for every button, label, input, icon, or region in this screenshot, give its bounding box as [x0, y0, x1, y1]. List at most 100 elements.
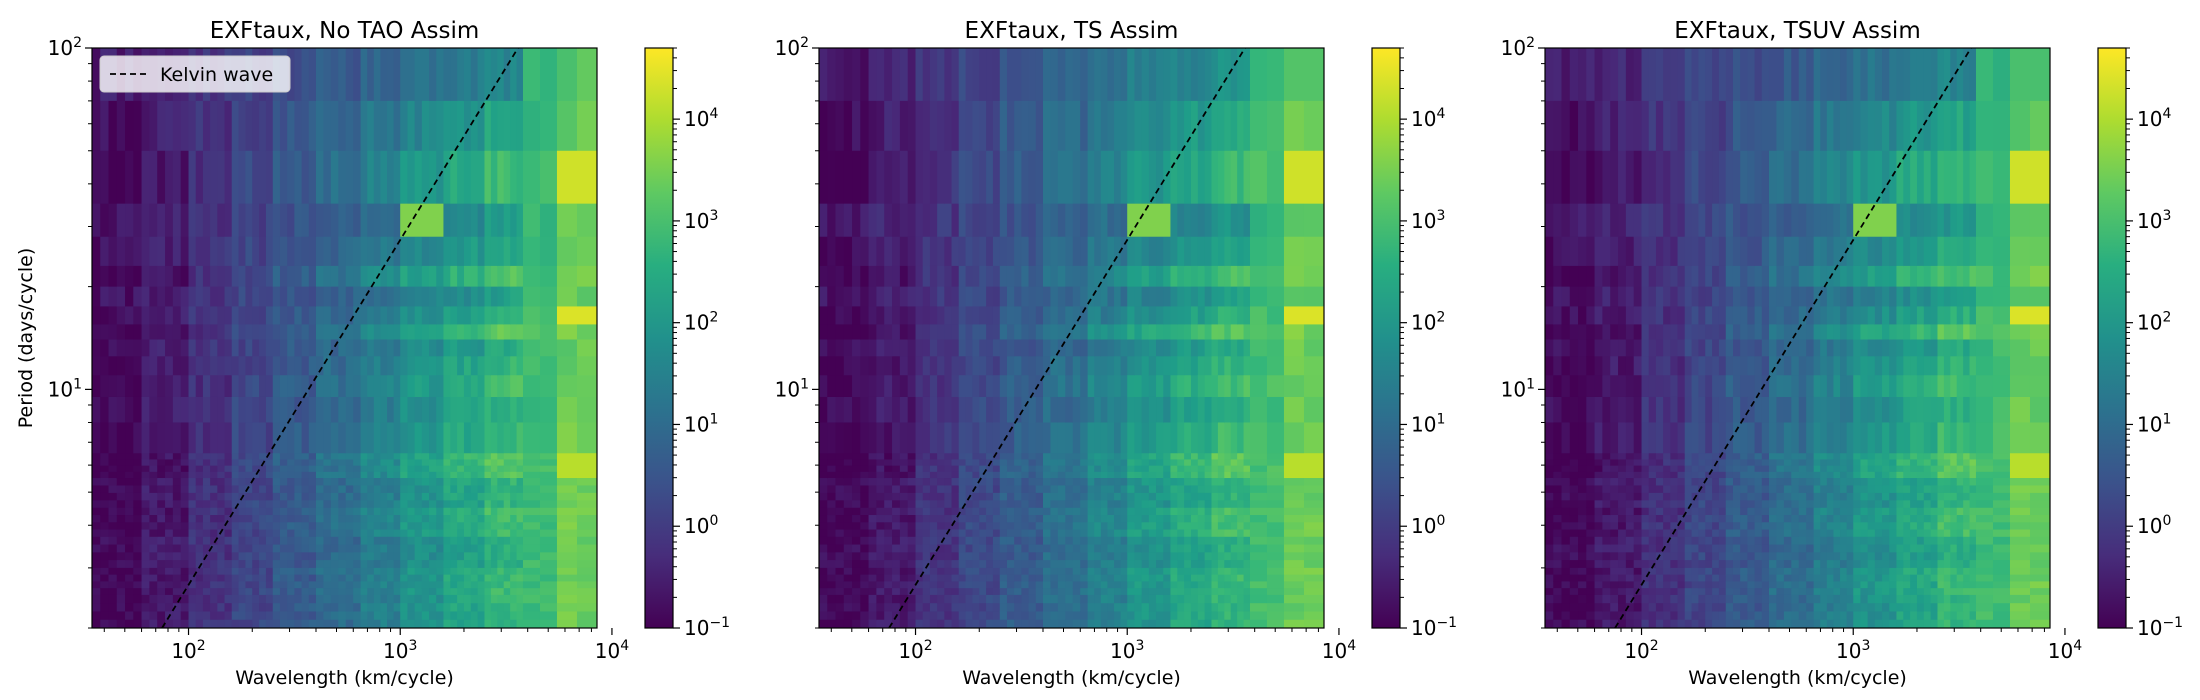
heatmap-cell	[539, 529, 558, 538]
heatmap-cell	[892, 552, 901, 561]
heatmap-cell	[421, 507, 430, 516]
heatmap-cell	[992, 522, 1001, 531]
heatmap-cell	[1057, 507, 1066, 516]
heatmap-cell	[819, 422, 828, 454]
heatmap-cell	[1028, 492, 1037, 501]
heatmap-cell	[188, 485, 197, 494]
heatmap-cell	[510, 339, 518, 357]
heatmap-cell	[1042, 339, 1052, 357]
heatmap-cell	[100, 492, 110, 501]
heatmap-cell	[367, 500, 375, 509]
heatmap-cell	[1028, 339, 1037, 357]
heatmap-cell	[315, 560, 325, 569]
heatmap-cell	[149, 356, 158, 376]
heatmap-cell	[1080, 471, 1089, 479]
heatmap-cell	[835, 422, 845, 454]
heatmap-cell	[279, 422, 288, 454]
heatmap-cell	[360, 203, 368, 238]
heatmap-cell	[1014, 500, 1022, 509]
heatmap-cell	[999, 236, 1008, 267]
heatmap-cell	[294, 507, 303, 516]
heatmap-cell	[1177, 48, 1185, 102]
heatmap-cell	[1006, 478, 1015, 487]
heatmap-cell	[1303, 594, 1324, 604]
heatmap-cell	[457, 203, 465, 238]
heatmap-cell	[315, 588, 325, 596]
heatmap-cell	[380, 594, 388, 604]
heatmap-cell	[1057, 588, 1066, 596]
heatmap-cell	[1114, 236, 1122, 267]
heatmap-cell	[868, 536, 877, 546]
heatmap-cell	[373, 588, 382, 596]
heatmap-cell	[884, 356, 893, 376]
heatmap-cell	[1127, 611, 1136, 621]
heatmap-cell	[1107, 603, 1115, 613]
heatmap-cell	[407, 611, 416, 621]
heatmap-cell	[195, 286, 204, 308]
heatmap-cell	[470, 544, 479, 553]
heatmap-cell	[125, 588, 134, 596]
heatmap-cell	[929, 492, 938, 501]
heatmap-cell	[436, 396, 445, 424]
heatmap-cell	[387, 536, 395, 546]
heatmap-cell	[899, 507, 909, 516]
heatmap-cell	[92, 492, 101, 501]
heatmap-cell	[1249, 536, 1268, 546]
heatmap-cell	[470, 465, 479, 473]
heatmap-cell	[188, 522, 197, 531]
heatmap-cell	[1170, 459, 1178, 467]
heatmap-cell	[457, 48, 465, 102]
heatmap-cell	[180, 422, 190, 454]
heatmap-cell	[477, 574, 486, 583]
heatmap-cell	[330, 465, 339, 473]
heatmap-cell	[345, 236, 354, 267]
heatmap-cell	[1035, 515, 1044, 523]
heatmap-cell	[1094, 603, 1102, 613]
heatmap-cell	[1127, 500, 1136, 509]
heatmap-cell	[400, 485, 409, 494]
heatmap-cell	[259, 478, 267, 487]
heatmap-cell	[1094, 544, 1102, 553]
heatmap-cell	[400, 581, 409, 589]
heatmap-cell	[922, 619, 931, 628]
heatmap-cell	[407, 306, 416, 326]
heatmap-cell	[899, 306, 909, 326]
heatmap-cell	[937, 356, 945, 376]
heatmap-cell	[972, 536, 980, 546]
heatmap-cell	[116, 529, 126, 538]
heatmap-cell	[443, 471, 451, 479]
heatmap-cell	[835, 588, 845, 596]
heatmap-cell	[338, 581, 347, 589]
heatmap-cell	[315, 150, 325, 205]
heatmap-cell	[443, 356, 451, 376]
heatmap-cell	[539, 324, 558, 341]
heatmap-cell	[1100, 500, 1109, 509]
heatmap-cell	[224, 459, 233, 467]
heatmap-cell	[100, 603, 110, 613]
heatmap-cell	[414, 48, 423, 102]
heatmap-cell	[915, 507, 924, 516]
heatmap-cell	[1156, 459, 1164, 467]
heatmap-cell	[843, 500, 853, 509]
heatmap-cell	[1148, 465, 1157, 473]
heatmap-cell	[1184, 265, 1192, 288]
heatmap-cell	[450, 356, 458, 376]
heatmap-cell	[149, 306, 158, 326]
heatmap-cell	[1249, 544, 1268, 553]
heatmap-cell	[944, 507, 953, 516]
heatmap-cell	[1163, 236, 1172, 267]
heatmap-cell	[965, 560, 974, 569]
heatmap-cell	[892, 507, 901, 516]
heatmap-cell	[819, 339, 828, 357]
heatmap-cell	[937, 581, 945, 589]
heatmap-cell	[907, 471, 917, 479]
heatmap-cell	[450, 574, 458, 583]
heatmap-cell	[360, 265, 368, 288]
heatmap-cell	[922, 529, 931, 538]
heatmap-cell	[516, 492, 524, 501]
heatmap-cell	[965, 459, 974, 467]
heatmap-cell	[407, 567, 416, 576]
heatmap-cell	[436, 478, 445, 487]
heatmap-cell	[1190, 588, 1199, 596]
heatmap-cell	[380, 478, 388, 487]
